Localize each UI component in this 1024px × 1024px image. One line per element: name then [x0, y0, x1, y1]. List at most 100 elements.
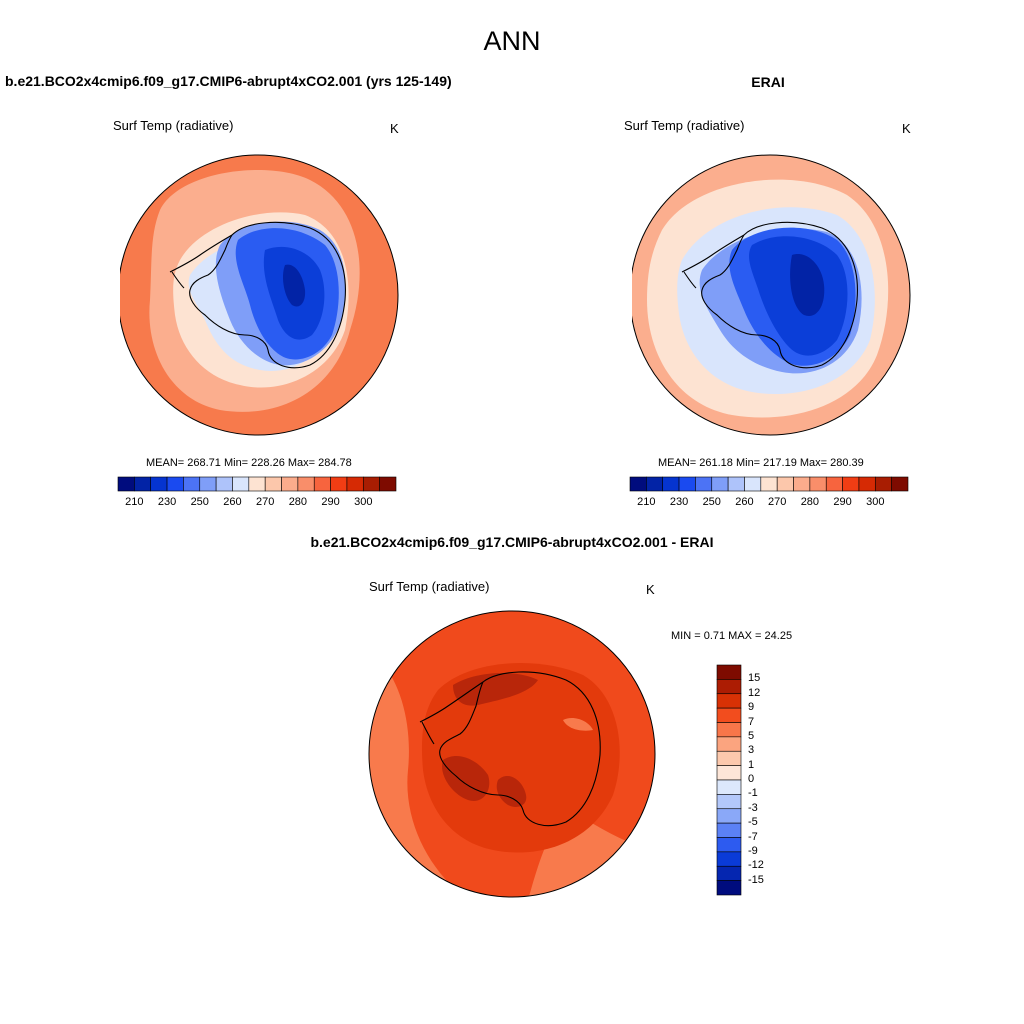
colorbar-tick-label: -7 — [748, 830, 758, 843]
colorbar-swatch — [166, 476, 184, 492]
colorbar-tick-label: 270 — [255, 496, 275, 508]
colorbar-tick-label: 9 — [748, 701, 755, 714]
colorbar-tick-label: 270 — [767, 496, 787, 508]
colorbar-swatch — [629, 476, 647, 492]
colorbar-swatch — [662, 476, 680, 492]
colorbar-tick-label: 210 — [637, 496, 656, 508]
colorbar-swatch — [716, 837, 742, 853]
colorbar-tick-label: 300 — [354, 496, 373, 508]
difference-polar-map — [368, 610, 656, 898]
colorbar-swatch — [809, 476, 827, 492]
colorbar-swatch — [117, 476, 135, 492]
colorbar-tick-label: 0 — [748, 773, 755, 785]
colorbar-swatch — [716, 765, 742, 781]
colorbar-swatch — [760, 476, 778, 492]
colorbar-swatch — [678, 476, 696, 492]
colorbar-swatch — [716, 880, 742, 896]
colorbar-swatch — [199, 476, 217, 492]
case-variable-label: Surf Temp (radiative) — [113, 118, 234, 133]
colorbar-swatch — [346, 476, 364, 492]
colorbar-swatch — [716, 808, 742, 824]
reference-colorbar — [629, 476, 909, 492]
colorbar-tick-label: 15 — [748, 672, 761, 685]
difference-variable-label: Surf Temp (radiative) — [369, 579, 490, 594]
case-panel-title: b.e21.BCO2x4cmip6.f09_g17.CMIP6-abrupt4x… — [5, 73, 452, 89]
colorbar-tick-label: 280 — [288, 496, 308, 508]
colorbar-tick-label: 250 — [702, 496, 721, 508]
colorbar-swatch — [695, 476, 713, 492]
colorbar-swatch — [716, 693, 742, 709]
colorbar-swatch — [716, 679, 742, 695]
colorbar-swatch — [297, 476, 315, 492]
reference-colorbar-labels: 210 230 250 260 270 280 290 300 — [629, 496, 909, 510]
case-polar-map — [120, 154, 399, 436]
colorbar-swatch — [264, 476, 282, 492]
case-colorbar-labels: 210 230 250 260 270 280 290 300 — [117, 496, 397, 510]
colorbar-tick-label: 1 — [748, 758, 755, 771]
reference-variable-label: Surf Temp (radiative) — [624, 118, 745, 133]
colorbar-swatch — [727, 476, 745, 492]
colorbar-swatch — [716, 865, 742, 881]
colorbar-swatch — [313, 476, 331, 492]
colorbar-swatch — [874, 476, 892, 492]
colorbar-tick-label: -3 — [748, 801, 758, 814]
difference-colorbar — [716, 664, 742, 896]
colorbar-tick-label: 290 — [833, 496, 852, 508]
colorbar-tick-label: 3 — [748, 744, 755, 757]
colorbar-swatch — [215, 476, 233, 492]
case-stats: MEAN= 268.71 Min= 228.26 Max= 284.78 — [146, 457, 352, 469]
colorbar-tick-label: 290 — [321, 496, 340, 508]
colorbar-swatch — [716, 794, 742, 810]
colorbar-swatch — [183, 476, 201, 492]
colorbar-tick-label: -12 — [748, 859, 764, 872]
colorbar-swatch — [711, 476, 729, 492]
colorbar-swatch — [716, 707, 742, 723]
colorbar-swatch — [134, 476, 152, 492]
colorbar-tick-label: -5 — [748, 816, 758, 829]
case-colorbar — [117, 476, 397, 492]
colorbar-tick-label: 300 — [866, 496, 885, 508]
colorbar-swatch — [716, 722, 742, 738]
reference-units-label: K — [902, 121, 911, 136]
colorbar-swatch — [150, 476, 168, 492]
colorbar-swatch — [716, 851, 742, 867]
colorbar-swatch — [716, 736, 742, 752]
reference-panel-title: ERAI — [751, 74, 785, 90]
colorbar-swatch — [362, 476, 380, 492]
colorbar-swatch — [379, 476, 397, 492]
colorbar-tick-label: 260 — [223, 496, 242, 508]
colorbar-tick-label: 5 — [748, 729, 755, 742]
colorbar-swatch — [716, 664, 742, 680]
colorbar-swatch — [330, 476, 348, 492]
main-title: ANN — [483, 26, 541, 56]
colorbar-swatch — [842, 476, 860, 492]
colorbar-swatch — [281, 476, 299, 492]
colorbar-swatch — [716, 822, 742, 838]
colorbar-tick-label: -1 — [748, 787, 758, 800]
reference-stats: MEAN= 261.18 Min= 217.19 Max= 280.39 — [658, 457, 864, 469]
colorbar-tick-label: 260 — [735, 496, 754, 508]
colorbar-swatch — [646, 476, 664, 492]
colorbar-tick-label: 250 — [190, 496, 209, 508]
colorbar-swatch — [858, 476, 876, 492]
colorbar-tick-label: 230 — [669, 496, 689, 508]
colorbar-tick-label: 230 — [157, 496, 177, 508]
colorbar-tick-label: -15 — [748, 873, 764, 886]
colorbar-tick-label: 12 — [748, 686, 761, 699]
difference-units-label: K — [646, 582, 655, 597]
colorbar-swatch — [776, 476, 794, 492]
colorbar-swatch — [891, 476, 909, 492]
colorbar-swatch — [793, 476, 811, 492]
reference-polar-map — [632, 154, 911, 436]
colorbar-swatch — [716, 779, 742, 795]
colorbar-swatch — [248, 476, 266, 492]
colorbar-swatch — [744, 476, 762, 492]
difference-panel-title: b.e21.BCO2x4cmip6.f09_g17.CMIP6-abrupt4x… — [310, 534, 714, 550]
difference-stats: MIN = 0.71 MAX = 24.25 — [671, 630, 793, 642]
colorbar-tick-label: 7 — [748, 715, 755, 728]
case-units-label: K — [390, 121, 399, 136]
colorbar-tick-label: -9 — [748, 844, 758, 857]
colorbar-swatch — [716, 750, 742, 766]
colorbar-swatch — [825, 476, 843, 492]
colorbar-tick-label: 210 — [125, 496, 144, 508]
